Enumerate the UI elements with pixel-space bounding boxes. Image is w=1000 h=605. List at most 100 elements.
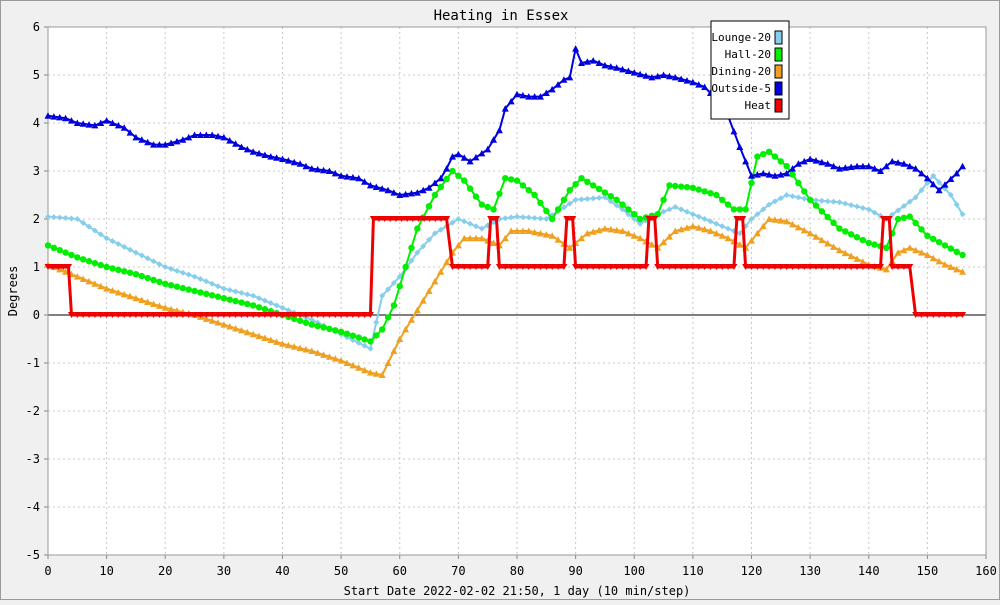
data-point-heat <box>331 312 339 318</box>
data-point-dining-20 <box>712 229 720 237</box>
data-point-dining-20 <box>947 263 955 270</box>
data-point-heat <box>642 264 650 270</box>
data-point-dining-20 <box>935 257 943 265</box>
data-point-hall-20 <box>601 189 609 196</box>
data-point-heat <box>237 312 245 318</box>
data-point-dining-20 <box>542 231 550 238</box>
data-point-outside-5 <box>835 165 843 172</box>
data-point-dining-20 <box>355 364 363 371</box>
data-point-lounge-20 <box>607 198 614 205</box>
data-point-hall-20 <box>900 214 908 221</box>
data-point-outside-5 <box>120 124 128 131</box>
data-point-outside-5 <box>695 81 703 88</box>
data-point-heat <box>560 264 568 270</box>
data-point-outside-5 <box>572 45 580 52</box>
data-point-lounge-20 <box>426 236 433 243</box>
data-point-lounge-20 <box>238 289 245 296</box>
data-point-lounge-20 <box>824 198 831 205</box>
data-point-outside-5 <box>624 67 632 74</box>
legend-label-heat: Heat <box>745 99 772 112</box>
data-point-dining-20 <box>425 287 433 294</box>
data-point-hall-20 <box>355 334 362 341</box>
data-point-dining-20 <box>232 324 240 332</box>
data-point-lounge-20 <box>783 192 790 198</box>
data-point-hall-20 <box>760 151 767 158</box>
data-point-lounge-20 <box>62 215 69 222</box>
data-point-lounge-20 <box>590 195 597 202</box>
data-point-heat <box>812 264 820 270</box>
data-point-dining-20 <box>243 328 251 336</box>
data-point-heat <box>619 264 627 270</box>
data-point-hall-20 <box>548 215 556 223</box>
data-point-hall-20 <box>742 206 749 213</box>
data-point-lounge-20 <box>900 203 907 210</box>
data-point-dining-20 <box>249 330 257 338</box>
data-point-outside-5 <box>677 75 685 82</box>
data-point-lounge-20 <box>514 213 520 220</box>
data-point-outside-5 <box>132 133 140 141</box>
data-point-outside-5 <box>302 162 310 170</box>
data-point-lounge-20 <box>191 273 198 280</box>
legend: Lounge-20 Hall-20 Dining-20 Outside-5 Heat <box>710 20 790 120</box>
data-point-heat <box>959 312 967 318</box>
data-point-hall-20 <box>320 324 327 331</box>
legend-swatch-heat <box>774 98 783 113</box>
x-tick-label: 0 <box>44 564 51 578</box>
data-point-dining-20 <box>279 340 286 347</box>
data-point-dining-20 <box>255 332 263 340</box>
data-point-hall-20 <box>695 186 702 193</box>
data-point-outside-5 <box>536 93 544 100</box>
data-point-heat <box>381 216 389 222</box>
data-point-lounge-20 <box>525 214 532 221</box>
data-point-hall-20 <box>912 219 919 227</box>
data-point-heat <box>789 264 797 270</box>
data-point-heat <box>214 312 222 318</box>
data-point-lounge-20 <box>68 215 75 222</box>
legend-swatch-lounge-20 <box>774 30 783 45</box>
legend-swatch-hall-20 <box>774 47 783 62</box>
data-point-outside-5 <box>191 131 199 138</box>
data-point-heat <box>519 264 527 270</box>
data-point-heat <box>472 264 480 270</box>
data-point-heat <box>284 312 292 318</box>
data-point-hall-20 <box>513 177 521 184</box>
data-point-heat <box>783 264 791 270</box>
data-point-lounge-20 <box>502 215 509 222</box>
x-tick-label: 90 <box>568 564 582 578</box>
data-point-hall-20 <box>156 278 163 286</box>
data-point-dining-20 <box>695 224 703 231</box>
data-point-dining-20 <box>126 292 134 300</box>
data-point-heat <box>91 312 99 318</box>
data-point-hall-20 <box>871 241 878 248</box>
plot-border <box>47 26 987 556</box>
data-point-heat <box>355 312 363 318</box>
data-point-dining-20 <box>308 347 316 354</box>
data-point-outside-5 <box>923 174 931 182</box>
data-point-lounge-20 <box>601 194 608 201</box>
data-point-heat <box>460 264 468 270</box>
data-point-lounge-20 <box>947 192 954 198</box>
data-point-heat <box>273 312 281 318</box>
data-point-lounge-20 <box>45 213 51 220</box>
data-point-heat <box>671 264 679 270</box>
data-point-dining-20 <box>941 261 949 268</box>
data-point-hall-20 <box>801 188 808 195</box>
y-tick-label: 6 <box>33 20 40 34</box>
data-point-hall-20 <box>97 261 104 269</box>
data-point-hall-20 <box>337 328 345 335</box>
y-tick-label: 4 <box>33 116 40 130</box>
data-point-lounge-20 <box>713 220 720 227</box>
data-point-hall-20 <box>730 206 738 213</box>
data-point-heat <box>167 312 175 318</box>
data-point-heat <box>630 264 638 270</box>
data-point-hall-20 <box>91 259 99 267</box>
data-point-lounge-20 <box>250 292 257 299</box>
data-point-heat <box>132 312 140 318</box>
data-point-outside-5 <box>589 57 597 64</box>
data-point-hall-20 <box>144 274 151 282</box>
data-point-heat <box>595 264 603 270</box>
data-point-outside-5 <box>103 117 111 124</box>
data-point-outside-5 <box>683 77 691 84</box>
data-point-hall-20 <box>636 215 644 223</box>
